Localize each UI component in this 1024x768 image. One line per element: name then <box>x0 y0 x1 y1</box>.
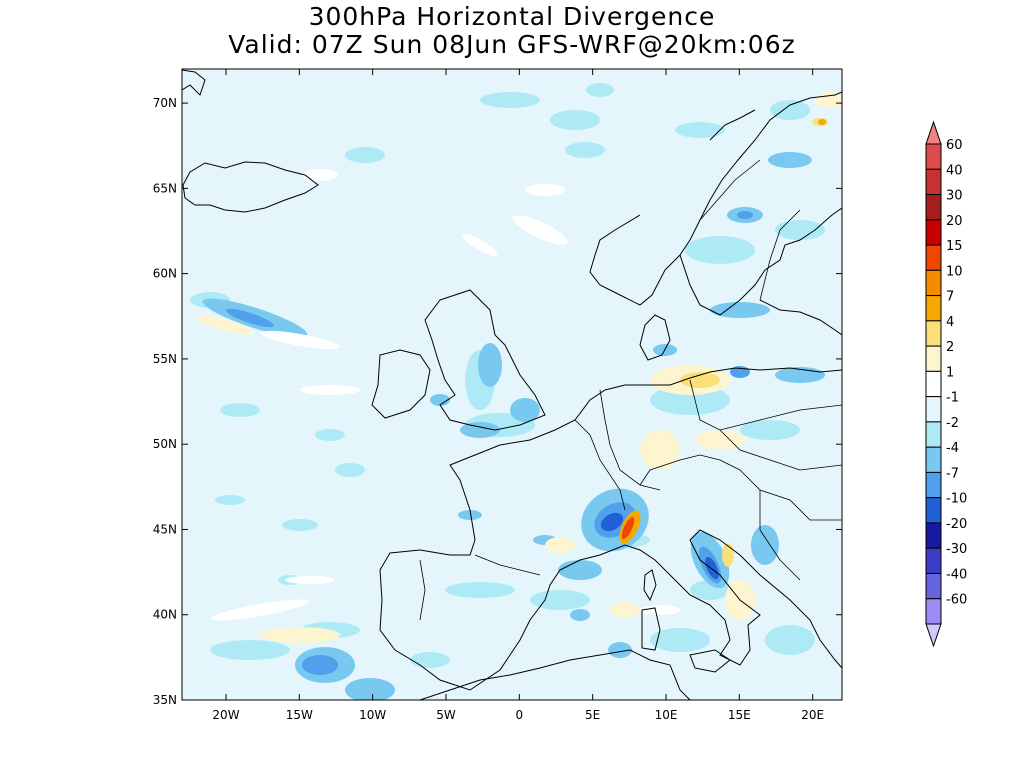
corsica-coast <box>643 569 657 602</box>
colorbar-label: 7 <box>946 290 954 305</box>
colorbar-swatch <box>925 219 942 246</box>
norway-islands <box>709 109 756 141</box>
y-tick-label: 55N <box>153 352 177 366</box>
x-tick-label: 5E <box>585 708 600 722</box>
map-plot-area <box>182 69 842 700</box>
x-tick-label: 15W <box>286 708 313 722</box>
colorbar-min-triangle <box>925 623 942 648</box>
x-tick-label: 10E <box>655 708 678 722</box>
colorbar-swatch <box>925 421 942 448</box>
x-tick-label: 10W <box>359 708 386 722</box>
y-axis: 35N 40N 45N 50N 55N 60N 65N 70N <box>153 96 842 707</box>
colorbar-swatch <box>925 446 942 473</box>
colorbar-label: -4 <box>946 441 959 456</box>
colorbar-swatch <box>925 320 942 347</box>
colorbar-label: 1 <box>946 365 954 380</box>
colorbar-label: 2 <box>946 340 954 355</box>
colorbar-swatch <box>925 522 942 549</box>
africa-coast <box>419 649 691 700</box>
x-tick-label: 0 <box>516 708 524 722</box>
y-tick-label: 35N <box>153 693 177 707</box>
colorbar-swatch <box>925 572 942 600</box>
iceland-coast <box>182 161 319 213</box>
scandinavia-coast <box>589 91 842 306</box>
ireland-coast <box>371 349 431 419</box>
colorbar-swatch <box>925 168 942 196</box>
greenland-tip <box>182 69 206 96</box>
colorbar: 60 40 30 20 15 10 7 4 2 1 -1 -2 -4 -7 -10 -20 -30 -40 -60 <box>925 120 967 648</box>
colorbar-label: -10 <box>946 492 967 507</box>
colorbar-label: -2 <box>946 416 959 431</box>
continent-coast <box>379 367 842 691</box>
x-tick-label: 5W <box>436 708 456 722</box>
colorbar-swatch <box>925 143 942 170</box>
sicily-coast <box>689 649 731 673</box>
finland-coast <box>759 299 842 336</box>
country-borders <box>419 159 842 621</box>
colorbar-label: -40 <box>946 567 967 582</box>
map-title: 300hPa Horizontal Divergence <box>308 2 716 31</box>
y-tick-label: 70N <box>153 96 177 110</box>
colorbar-label: 10 <box>946 264 963 279</box>
y-tick-label: 45N <box>153 522 177 536</box>
x-axis: 20W 15W 10W 5W 0 5E 10E 15E 20E <box>212 69 824 722</box>
y-tick-label: 40N <box>153 608 177 622</box>
colorbar-label: -60 <box>946 593 967 608</box>
map-subtitle: Valid: 07Z Sun 08Jun GFS-WRF@20km:06z <box>228 30 796 59</box>
colorbar-label: 30 <box>946 189 963 204</box>
colorbar-swatch <box>925 396 942 423</box>
map-frame <box>181 68 843 701</box>
y-tick-label: 60N <box>153 267 177 281</box>
x-tick-label: 15E <box>728 708 751 722</box>
denmark-coast <box>639 314 671 361</box>
colorbar-swatch <box>925 471 942 499</box>
x-tick-label: 20E <box>801 708 824 722</box>
colorbar-swatch <box>925 269 942 297</box>
colorbar-max-triangle <box>925 120 942 145</box>
colorbar-swatch <box>925 370 942 398</box>
colorbar-swatch <box>925 194 942 221</box>
baltic-coast <box>679 207 842 316</box>
colorbar-swatch <box>925 244 942 271</box>
britain-coast <box>424 289 546 431</box>
intense-convergence-patches <box>600 512 719 580</box>
colorbar-label: 60 <box>946 138 963 153</box>
x-tick-label: 20W <box>212 708 239 722</box>
sardinia-coast <box>641 607 661 651</box>
colorbar-label: 40 <box>946 163 963 178</box>
colorbar-label: -1 <box>946 391 959 406</box>
colorbar-swatch <box>925 547 942 574</box>
coastlines <box>182 69 842 700</box>
intense-divergence-patches <box>621 516 635 540</box>
colorbar-label: 15 <box>946 239 963 254</box>
weak-convergence-patches <box>190 83 825 668</box>
colorbar-swatch <box>925 345 942 372</box>
colorbar-label: 4 <box>946 315 954 330</box>
colorbar-swatch <box>925 497 942 524</box>
colorbar-label: 20 <box>946 214 963 229</box>
y-tick-label: 65N <box>153 181 177 195</box>
colorbar-swatch <box>925 598 942 625</box>
colorbar-label: -30 <box>946 542 967 557</box>
near-zero-patches <box>210 169 680 621</box>
colorbar-label: -20 <box>946 517 967 532</box>
y-tick-label: 50N <box>153 437 177 451</box>
colorbar-label: -7 <box>946 466 959 481</box>
colorbar-swatch <box>925 295 942 322</box>
